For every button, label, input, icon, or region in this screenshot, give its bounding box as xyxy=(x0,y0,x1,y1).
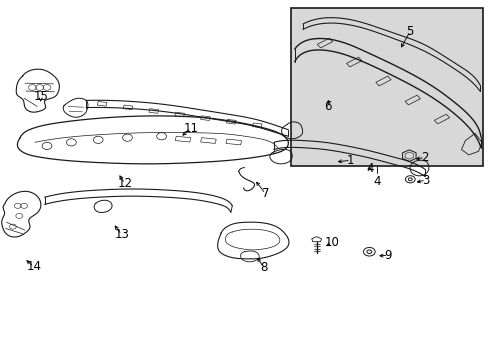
Text: 15: 15 xyxy=(33,90,48,103)
Text: 9: 9 xyxy=(384,249,391,262)
Text: 12: 12 xyxy=(117,177,132,190)
Text: 10: 10 xyxy=(324,236,339,249)
Text: 5: 5 xyxy=(406,25,413,38)
FancyBboxPatch shape xyxy=(290,8,483,166)
Text: 6: 6 xyxy=(324,100,331,113)
Text: 13: 13 xyxy=(114,228,129,241)
Text: 11: 11 xyxy=(183,122,198,135)
Text: 7: 7 xyxy=(261,187,269,200)
Text: 1: 1 xyxy=(346,154,354,167)
Text: 4: 4 xyxy=(366,162,373,175)
Text: 3: 3 xyxy=(421,174,428,186)
Text: 8: 8 xyxy=(260,261,267,274)
Text: 4: 4 xyxy=(373,175,380,188)
Text: 14: 14 xyxy=(26,260,41,273)
Text: 2: 2 xyxy=(420,151,428,164)
